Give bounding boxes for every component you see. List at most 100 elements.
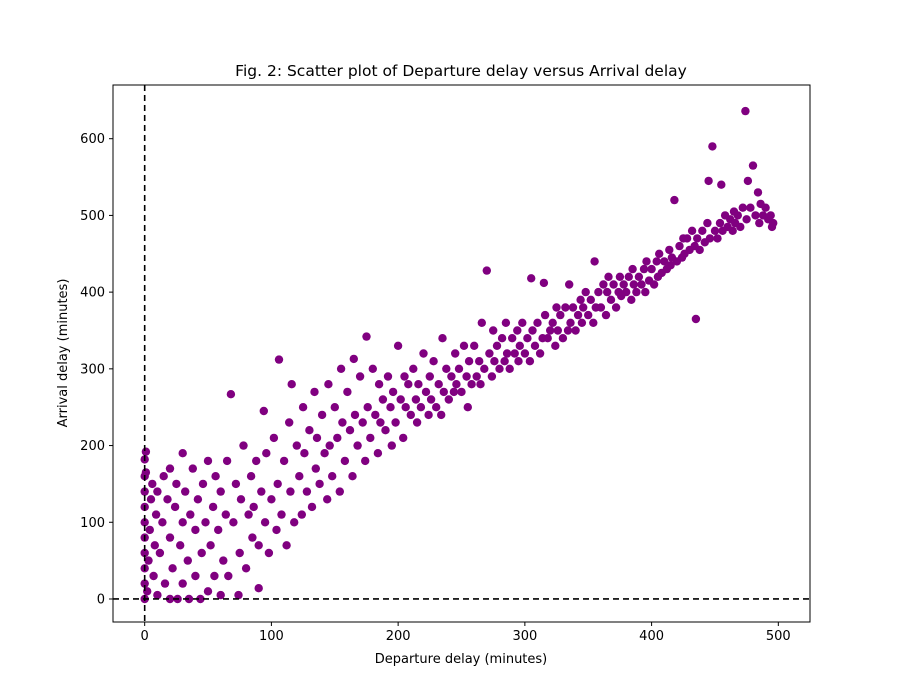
data-point [188,464,197,473]
data-point [761,203,770,212]
data-point [695,245,704,255]
data-point [558,334,568,343]
data-point [416,403,426,412]
data-point [150,541,159,550]
data-point [235,548,244,558]
data-point [492,341,502,350]
data-point [647,264,656,274]
data-point [528,326,537,335]
data-point [439,387,448,397]
data-point [514,357,523,366]
data-point [287,380,296,389]
data-point [406,410,415,420]
data-point [290,518,299,527]
data-point [210,571,219,581]
data-point [176,541,185,550]
data-point [349,354,358,364]
data-point [373,449,383,458]
data-point [388,387,398,397]
data-point [520,349,530,358]
data-point [742,215,751,224]
data-point [487,372,497,381]
x-tick-label: 100 [259,629,284,644]
data-point [463,403,472,412]
data-point [165,533,175,542]
data-point [444,395,453,404]
data-point [330,403,339,412]
data-point [743,176,753,186]
data-point [391,418,400,427]
data-point [323,495,332,504]
data-point [425,372,434,381]
data-point [437,410,446,420]
data-point [300,449,309,458]
data-point [609,280,618,289]
data-point [378,395,388,404]
data-point [485,349,494,358]
data-point [282,541,291,550]
data-point [691,314,701,324]
data-point [627,295,636,304]
data-point [540,310,550,320]
y-tick-label: 400 [80,286,105,301]
data-point [222,456,232,466]
data-point [191,571,200,581]
data-point [400,372,409,381]
data-point [449,387,459,397]
data-point [305,426,314,435]
data-point [239,441,248,450]
data-point [563,326,573,335]
data-point [629,280,638,289]
data-point [568,303,578,312]
data-point [553,326,562,335]
data-point [705,234,715,243]
data-point [412,418,422,427]
x-tick-label: 0 [141,629,149,644]
data-point [273,479,282,489]
data-point [286,487,295,496]
data-point [396,395,405,404]
data-point [748,161,758,170]
data-point [277,510,286,519]
data-point [269,433,279,443]
data-point [438,334,447,343]
data-point [201,518,210,527]
data-point [495,364,504,373]
data-point [145,525,154,535]
y-tick-label: 200 [80,439,105,454]
data-point [457,387,466,397]
data-point [577,318,587,327]
data-point [505,364,514,373]
data-point [467,380,476,389]
data-point [642,257,651,266]
data-point [619,280,628,289]
data-point [366,433,375,443]
data-point [353,441,362,450]
data-point [231,479,241,489]
data-point [371,410,380,420]
data-point [340,456,350,466]
data-point [753,188,763,197]
plot-frame [112,84,811,623]
data-point [206,541,215,550]
data-point [302,487,312,496]
data-point [335,487,344,496]
data-point [224,571,233,581]
data-point [429,357,438,366]
data-point [510,349,519,358]
data-point [141,447,151,456]
data-point [736,222,745,232]
data-point [170,502,180,512]
data-point [693,234,702,243]
data-point [272,525,281,535]
data-point [769,218,778,228]
data-point [178,518,187,527]
data-point [476,380,485,389]
data-point [295,472,304,481]
data-point [149,571,158,581]
data-point [310,387,319,397]
data-point [216,487,225,496]
data-point [581,287,590,297]
data-point [168,564,177,573]
